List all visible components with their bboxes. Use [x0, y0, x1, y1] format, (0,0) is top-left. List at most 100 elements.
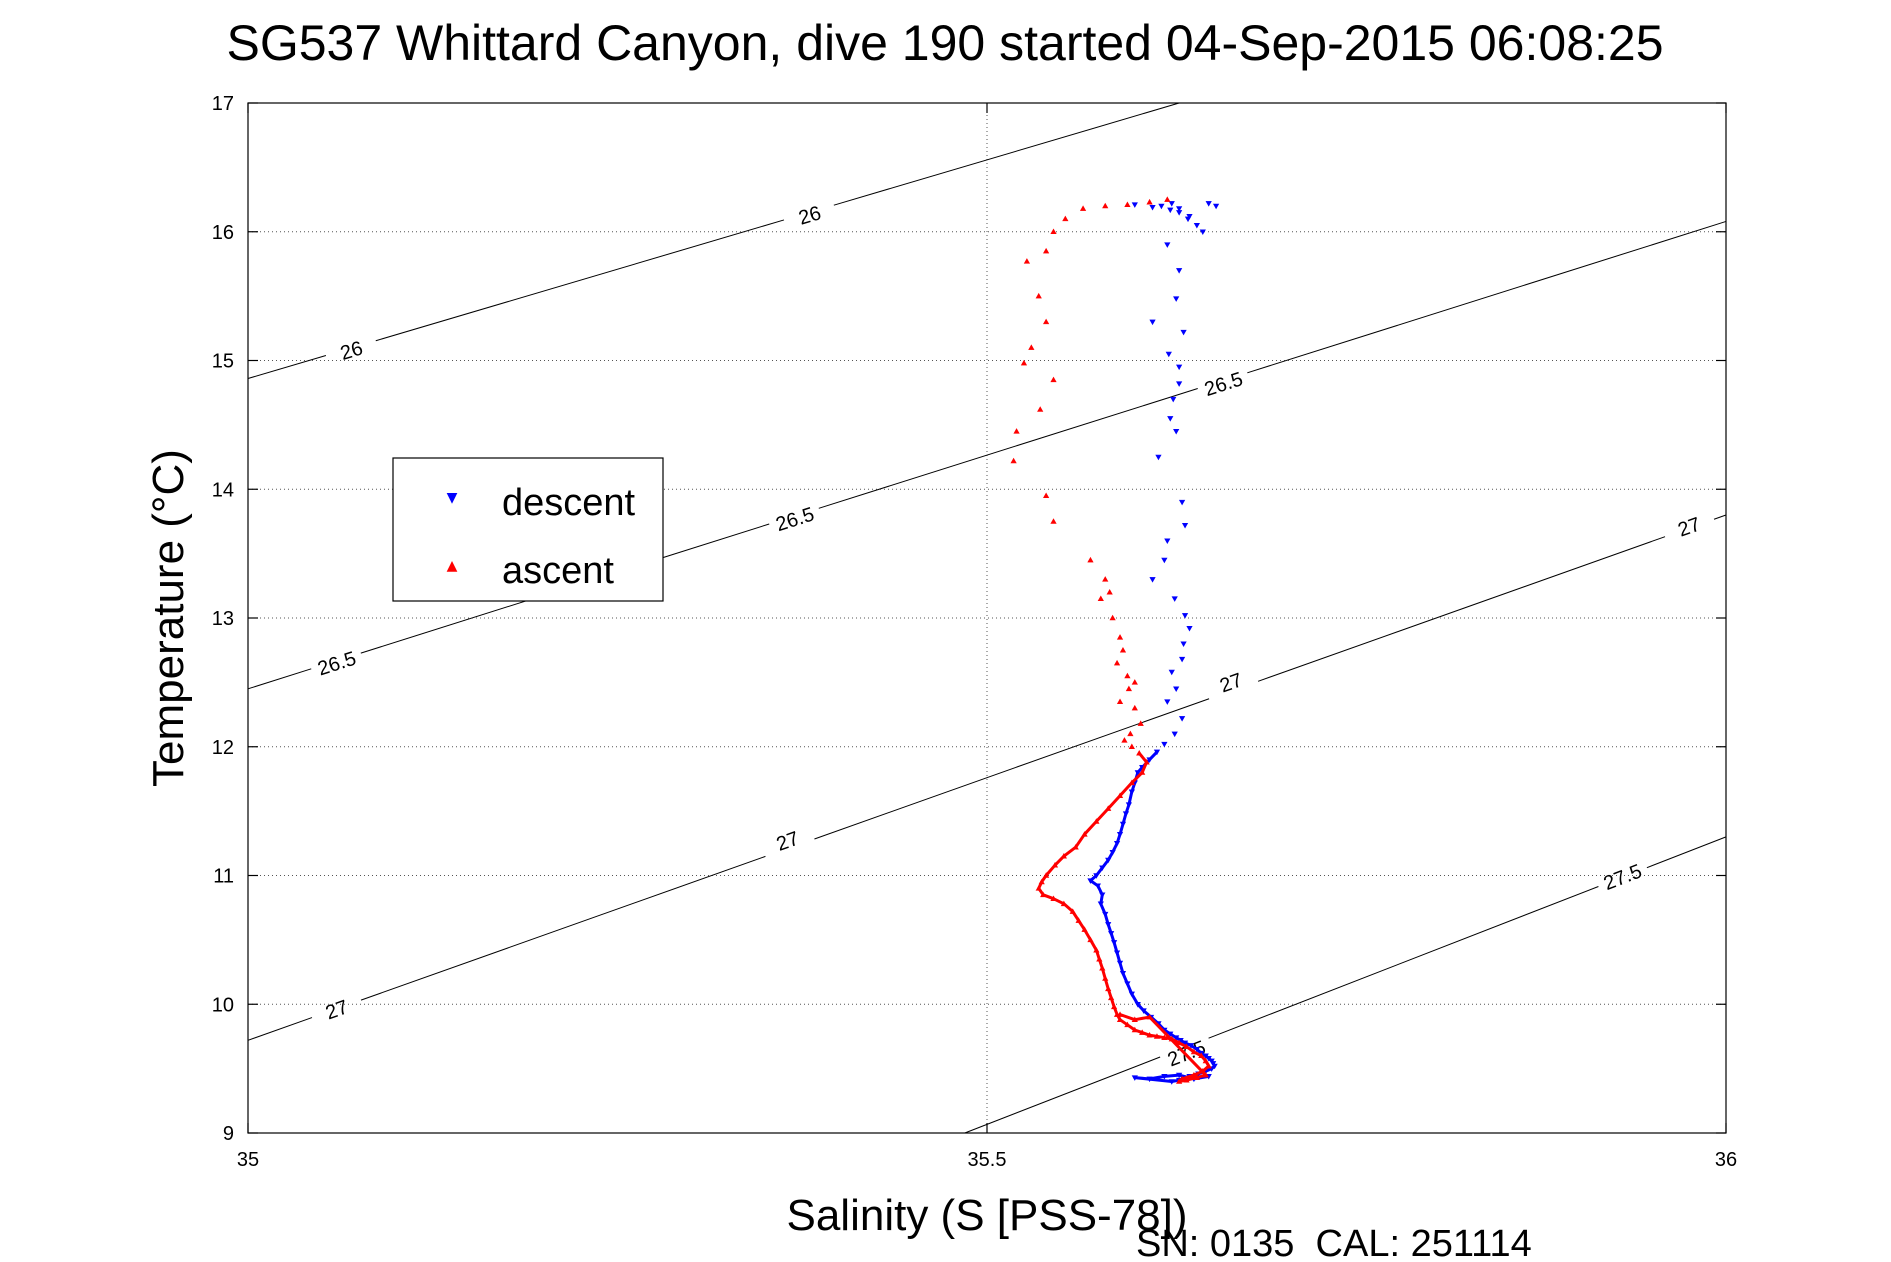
ascent-point [1043, 318, 1050, 325]
descent-point [1167, 207, 1174, 214]
y-tick-label: 16 [212, 222, 234, 244]
ascent-point [1087, 556, 1094, 563]
descent-point [1176, 381, 1183, 387]
descent-point [1181, 613, 1189, 619]
ascent-point [1043, 247, 1050, 254]
ascent-point [1028, 344, 1035, 350]
descent-point [1176, 206, 1183, 212]
descent-point [1167, 416, 1174, 422]
ascent-point [1113, 659, 1121, 666]
ascent-point [1079, 205, 1087, 211]
sigma-contour-line [375, 219, 785, 342]
x-tick-label: 36 [1715, 1149, 1737, 1171]
descent-point [1165, 351, 1172, 358]
data-points [1010, 196, 1220, 1085]
y-tick-label: 17 [212, 93, 234, 115]
descent-point [1155, 454, 1162, 461]
sigma-contour-line [247, 354, 327, 380]
ascent-point [1013, 428, 1020, 434]
descent-point [1181, 522, 1189, 529]
descent-point [1205, 201, 1212, 207]
ascent-point [1128, 743, 1135, 750]
descent-point [1161, 741, 1168, 748]
legend-label-ascent: ascent [502, 550, 614, 592]
descent-point [1178, 716, 1186, 722]
x-axis-label: Salinity (S [PSS-78]) [786, 1191, 1187, 1240]
descent-point [1161, 557, 1168, 564]
legend-label-descent: descent [502, 482, 636, 524]
descent-point [1164, 538, 1171, 544]
legend-box [392, 457, 664, 602]
descent-point [1173, 429, 1180, 435]
y-tick-label: 12 [212, 737, 234, 759]
descent-point [1178, 656, 1186, 663]
descent-point [1168, 669, 1175, 676]
descent-point [1186, 625, 1193, 632]
legend-marker-descent: ▼ [447, 490, 458, 506]
sigma-contour-line [1257, 536, 1666, 682]
ascent-point [1124, 201, 1131, 208]
ascent-point [1010, 457, 1017, 464]
ascent-point [1137, 720, 1144, 726]
sigma-contour-line [247, 668, 312, 690]
descent-point [1149, 577, 1156, 583]
sigma-contour-line [1646, 836, 1727, 869]
ascent-point [1037, 406, 1044, 412]
x-tick-label: 35 [237, 1149, 259, 1171]
axis-ticks: 35 35.5 36 9 10 11 12 13 14 15 16 17 [212, 93, 1737, 1171]
sigma-contour-line [1713, 514, 1727, 520]
sigma-contour-line [818, 388, 1198, 509]
ascent-point [1131, 704, 1138, 711]
ascent-point [1131, 679, 1138, 685]
ascent-point [1121, 737, 1128, 743]
descent-point [1171, 731, 1178, 738]
ascent-point [1050, 228, 1057, 235]
descent-point [1178, 499, 1186, 506]
y-tick-label: 13 [212, 608, 234, 630]
descent-point [1168, 201, 1175, 207]
sigma-contour-line [833, 102, 1180, 206]
y-tick-label: 10 [212, 994, 234, 1016]
descent-point [1180, 329, 1187, 336]
ascent-point [1146, 198, 1153, 205]
ascent-dense-trace [1037, 752, 1211, 1083]
ascent-point [1119, 646, 1127, 653]
y-tick-label: 14 [212, 479, 234, 501]
ascent-point [1097, 595, 1104, 601]
descent-point [1170, 396, 1177, 403]
y-tick-label: 11 [213, 866, 234, 888]
ascent-point [1124, 672, 1131, 679]
ascent-point [1062, 215, 1069, 222]
legend-marker-ascent: ▲ [447, 558, 458, 574]
descent-point [1176, 268, 1183, 274]
descent-point [1173, 686, 1180, 693]
ascent-point [1020, 359, 1028, 366]
ascent-point [1164, 196, 1171, 202]
descent-point [1176, 210, 1183, 216]
ascent-point [1116, 634, 1124, 640]
serial-calibration-footer: SN: 0135 CAL: 251114 [1136, 1223, 1532, 1262]
ascent-point [1109, 614, 1116, 621]
ascent-point [1035, 292, 1042, 299]
descent-point [1176, 364, 1183, 371]
descent-point [1212, 203, 1220, 210]
ascent-point [1116, 698, 1124, 704]
legend: ▼ descent ▲ ascent [392, 457, 664, 602]
sigma-contour-line [1208, 886, 1599, 1039]
descent-point [1193, 223, 1200, 229]
ascent-point [1050, 376, 1057, 383]
descent-point [1173, 296, 1180, 302]
ascent-point [1102, 202, 1109, 209]
sigma-contour-line [964, 1056, 1161, 1134]
descent-point [1149, 204, 1156, 211]
sigma-contour-line [814, 698, 1210, 840]
ascent-point [1102, 576, 1109, 582]
descent-point [1171, 596, 1178, 602]
sigma-contour-line [247, 1017, 313, 1041]
descent-point [1164, 699, 1171, 705]
descent-point [1184, 216, 1192, 223]
descent-point [1158, 203, 1165, 210]
x-tick-label: 35.5 [968, 1149, 1007, 1171]
ascent-point [1050, 518, 1057, 524]
